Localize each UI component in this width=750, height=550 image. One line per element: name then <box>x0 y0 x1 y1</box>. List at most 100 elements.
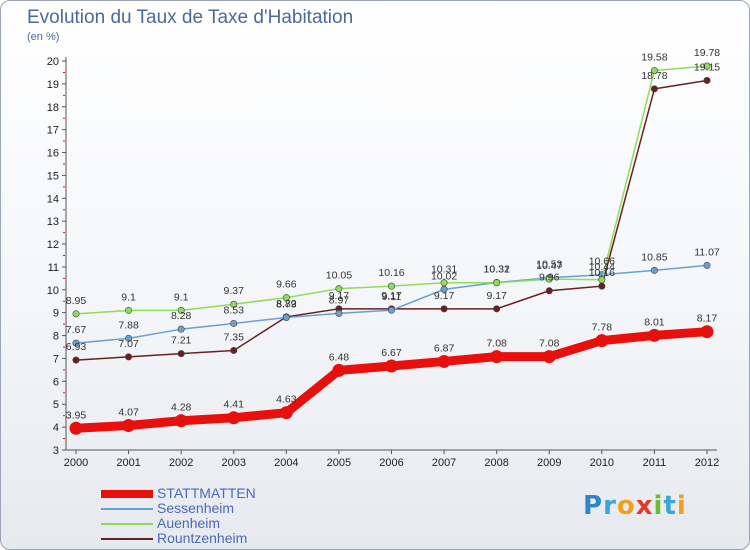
y-tick-label: 3 <box>53 445 59 457</box>
data-label: 19.78 <box>694 47 720 59</box>
legend-label: Auenheim <box>157 515 221 531</box>
data-label: 10.32 <box>484 264 510 276</box>
logo-letter: P <box>583 491 604 521</box>
y-tick-label: 4 <box>53 422 59 434</box>
y-tick-label: 11 <box>48 262 59 274</box>
data-label: 4.28 <box>171 402 192 414</box>
data-label: 8.97 <box>329 294 350 306</box>
data-label: 4.63 <box>276 394 297 406</box>
data-label: 10.47 <box>536 260 562 272</box>
chart-subtitle: (en %) <box>27 31 60 43</box>
data-label: 9.17 <box>329 290 350 302</box>
data-point <box>72 310 80 318</box>
data-point <box>177 325 185 333</box>
data-point <box>335 285 343 293</box>
x-tick-label: 2011 <box>643 457 667 469</box>
data-label: 8.82 <box>276 298 297 310</box>
data-label: 3.95 <box>66 409 87 421</box>
data-label: 9.17 <box>486 290 507 302</box>
data-point <box>227 411 241 425</box>
x-tick-label: 2001 <box>116 457 140 469</box>
data-point <box>125 306 133 314</box>
data-label: 10.02 <box>431 270 457 282</box>
data-label: 10.53 <box>536 259 562 271</box>
data-point <box>230 346 238 354</box>
data-point <box>437 354 451 368</box>
data-label: 7.88 <box>118 319 139 331</box>
x-tick-label: 2012 <box>695 457 719 469</box>
x-tick-label: 2007 <box>432 457 456 469</box>
data-label: 7.08 <box>486 338 507 350</box>
y-tick-label: 8 <box>53 331 59 343</box>
data-point <box>598 282 606 290</box>
data-label: 10.85 <box>641 251 667 263</box>
y-tick-label: 17 <box>47 125 59 137</box>
x-tick-label: 2006 <box>379 457 403 469</box>
y-tick-label: 6 <box>53 376 59 388</box>
data-label: 8.28 <box>171 310 192 322</box>
series-auenheim <box>72 62 711 318</box>
x-tick-label: 2010 <box>590 457 614 469</box>
x-tick-label: 2009 <box>537 457 561 469</box>
data-label: 6.93 <box>66 341 87 353</box>
proxiti-logo: Proxiti <box>583 491 687 521</box>
data-label: 10.16 <box>589 267 615 279</box>
data-point <box>700 325 714 339</box>
legend-swatch <box>101 489 153 498</box>
data-label: 8.17 <box>697 313 718 325</box>
data-point <box>650 85 658 93</box>
data-label: 7.21 <box>171 335 192 347</box>
data-label: 7.67 <box>66 324 87 336</box>
data-point <box>490 350 504 364</box>
data-label: 8.01 <box>644 316 665 328</box>
y-tick-label: 7 <box>53 353 59 365</box>
data-point <box>493 305 501 313</box>
data-point <box>122 419 136 433</box>
data-label: 10.05 <box>326 270 352 282</box>
legend-label: STATTMATTEN <box>157 485 256 501</box>
legend-item-auenheim: Auenheim <box>101 516 256 531</box>
data-point <box>72 339 80 347</box>
x-tick-label: 2004 <box>274 457 298 469</box>
logo-letter: i <box>653 491 664 521</box>
legend-item-stattmatten: STATTMATTEN <box>101 486 256 501</box>
data-label: 8.79 <box>276 299 297 311</box>
data-label: 8.53 <box>224 304 245 316</box>
legend-swatch <box>101 522 153 525</box>
y-tick-label: 16 <box>47 148 59 160</box>
data-point <box>72 356 80 364</box>
data-point <box>598 276 606 284</box>
data-label: 4.41 <box>224 399 245 411</box>
legend-label: Sessenheim <box>157 500 235 516</box>
chart-axes: 3 4 5 6 7 8 9 10 11 12 13 14 15 16 17 18 19 20 2000 2001 200… <box>47 56 719 469</box>
y-tick-label: 14 <box>47 193 59 205</box>
data-label: 9.96 <box>539 272 560 284</box>
data-point <box>279 406 293 420</box>
data-point <box>595 334 609 348</box>
data-label: 9.1 <box>174 291 189 303</box>
data-label: 9.17 <box>434 290 455 302</box>
x-tick-label: 2003 <box>222 457 246 469</box>
series-rountzenheim <box>72 76 711 364</box>
data-point <box>650 67 658 75</box>
y-tick-label: 13 <box>47 216 59 228</box>
y-tick-label: 18 <box>47 102 59 114</box>
data-point <box>545 275 553 283</box>
data-point <box>703 76 711 84</box>
y-tick-label: 9 <box>53 308 59 320</box>
legend-label: Rountzenheim <box>157 530 248 546</box>
x-tick-label: 2008 <box>484 457 508 469</box>
x-tick-label: 2000 <box>64 457 88 469</box>
legend-item-rountzenheim: Rountzenheim <box>101 531 256 546</box>
data-label: 6.48 <box>329 351 350 363</box>
data-label: 10.44 <box>589 261 615 273</box>
logo-letter: i <box>676 491 687 521</box>
series-stattmatten <box>69 325 714 435</box>
data-point <box>177 306 185 314</box>
data-label: 7.35 <box>224 331 245 343</box>
legend: STATTMATTEN Sessenheim Auenheim Rountzenhei… <box>101 486 256 546</box>
data-label: 19.15 <box>694 61 720 73</box>
data-point <box>703 62 711 70</box>
